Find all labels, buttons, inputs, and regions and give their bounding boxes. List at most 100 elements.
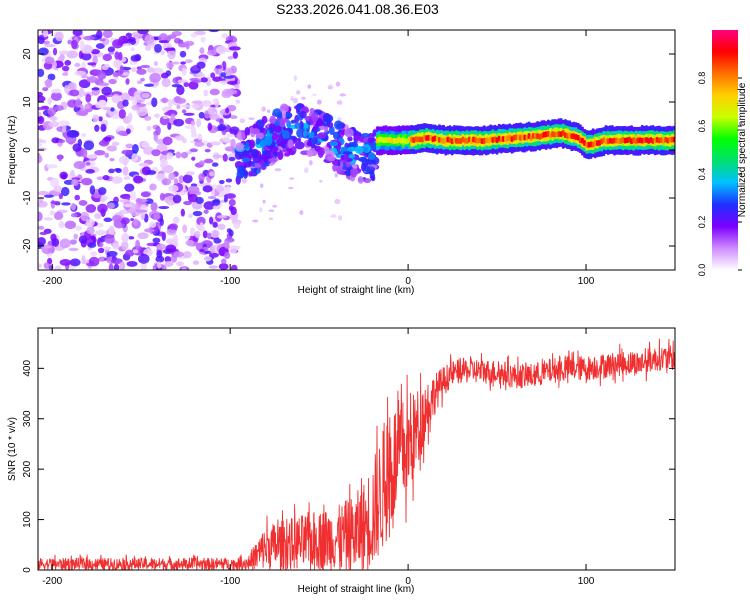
spectrogram-transition-cell <box>367 152 376 161</box>
spectrogram-band-cell <box>544 131 548 138</box>
snr-series-line <box>38 338 675 570</box>
spectrogram-noise-cell <box>62 72 69 77</box>
spectrogram-noise-cell <box>224 67 233 76</box>
spectrogram-band-cell <box>391 138 394 144</box>
spectrogram-noise-cell <box>100 123 107 132</box>
spectrogram-noise-cell <box>179 50 187 58</box>
spectrogram-noise-cell <box>43 262 50 269</box>
spectrogram-noise-cell <box>133 218 139 226</box>
spectrogram-band-cell <box>640 137 644 144</box>
spectrogram-transition-cell <box>334 120 343 130</box>
spectrogram-transition-cell <box>329 141 339 147</box>
spectrogram-noise-cell <box>182 224 188 233</box>
spectrogram-noise-cell <box>207 49 217 56</box>
spectrogram-noise-cell <box>229 126 240 136</box>
spectrogram-noise-cell <box>78 87 85 98</box>
spectrogram-noise-cell <box>64 220 76 230</box>
snr-frame <box>37 327 676 571</box>
spectrogram-noise-cell <box>191 100 203 105</box>
snr-xtick-label: -200 <box>42 576 62 587</box>
spectrogram-noise-cell <box>337 116 342 121</box>
spectrogram-transition-cell <box>309 131 315 138</box>
spectrogram-band-cell <box>448 137 452 144</box>
spectrogram-band-cell <box>440 137 443 144</box>
spectrogram-noise-cell <box>217 223 226 230</box>
spectrogram-band-cell <box>585 141 589 148</box>
spectrogram-noise-cell <box>192 260 200 265</box>
spectrogram-noise-cell <box>191 156 196 161</box>
spectrogram-noise-cell <box>194 30 206 36</box>
spectrogram-noise-cell <box>149 72 161 83</box>
spectrogram-transition-cell <box>354 145 364 154</box>
spectrogram-noise-cell <box>102 30 113 39</box>
spectrogram-noise-cell <box>98 116 103 122</box>
spectrogram-noise-cell <box>225 193 237 199</box>
spectrogram-noise-cell <box>131 153 139 162</box>
spectrogram-noise-cell <box>235 99 241 104</box>
spectrogram-band-cell <box>495 137 499 143</box>
spectrogram-band-cell <box>632 137 636 144</box>
spectrogram-transition-cell <box>261 115 268 124</box>
spectrogram-noise-cell <box>60 186 70 197</box>
spectrogram-noise-cell <box>96 176 104 180</box>
spectrogram-noise-cell <box>119 65 124 75</box>
spectrogram-noise-cell <box>108 78 117 85</box>
spectrogram-band-cell <box>512 134 516 141</box>
spectrogram-transition-cell <box>255 137 261 145</box>
spectrogram-noise-cell <box>228 46 241 51</box>
spectrogram-transition-cell <box>370 141 378 151</box>
spectrogram-transition-cell <box>278 150 284 160</box>
spectrogram-noise-cell <box>152 81 159 86</box>
spectrogram-noise-cell <box>57 154 63 162</box>
spectrogram-noise-cell <box>184 235 191 240</box>
spectrogram-noise-cell <box>50 91 62 102</box>
spectrogram-noise-cell <box>339 93 346 97</box>
spectrogram-band-cell <box>467 136 471 143</box>
spectrogram-noise-cell <box>199 222 204 231</box>
snr-axes: -200 -100 0 100 0 100 200 300 400 <box>22 328 675 587</box>
spectrogram-noise-cell <box>58 120 70 127</box>
spectrogram-noise-cell <box>336 100 343 105</box>
spectrogram-noise-cell <box>107 46 116 53</box>
spectrogram-noise-cell <box>49 115 58 121</box>
spectrogram-noise-cell <box>203 255 212 262</box>
spectrogram-noise-cell <box>211 230 219 238</box>
spectrogram-band-cell <box>600 138 604 145</box>
spectrogram-noise-cell <box>199 47 205 55</box>
spectrogram-noise-cell <box>222 153 228 162</box>
spectrogram-noise-cell <box>296 90 301 95</box>
snr-ytick-label: 0 <box>22 567 33 573</box>
spectrogram-noise-cell <box>102 246 112 251</box>
spectrogram-noise-cell <box>106 250 118 257</box>
spectrogram-transition-cell <box>276 138 286 147</box>
spectrogram-noise-cell <box>38 138 44 144</box>
spectrogram-noise-cell <box>176 261 184 267</box>
spectrogram-noise-cell <box>198 160 205 166</box>
spectrogram-noise-cell <box>232 51 239 59</box>
spectrogram-noise-cell <box>180 208 185 217</box>
spectrogram-noise-cell <box>171 61 180 65</box>
spectrogram-noise-cell <box>181 109 187 114</box>
spectrogram-noise-cell <box>160 97 169 103</box>
spectrogram-band-cell <box>508 134 512 141</box>
spectrogram-band-cell <box>450 138 454 145</box>
spectrogram-noise-cell <box>227 56 234 60</box>
spectrogram-noise-cell <box>219 118 224 126</box>
spectrogram-band-cell <box>446 136 450 143</box>
spectrogram-noise-cell <box>69 239 77 245</box>
spectrogram-noise-cell <box>53 211 64 221</box>
spectrogram-noise-cell <box>39 231 48 236</box>
spectrogram-noise-cell <box>97 82 110 87</box>
spectrogram-band-cell <box>523 134 527 141</box>
spectrogram-transition-cell <box>299 111 307 119</box>
spectrogram-transition-cell <box>357 157 368 162</box>
spectrogram-noise-cell <box>215 45 227 55</box>
spectrogram-noise-cell <box>133 175 144 184</box>
spectrogram-noise-cell <box>38 237 46 246</box>
spectrogram-band-cell <box>608 137 612 144</box>
spectrogram-noise-cell <box>123 203 132 208</box>
spectrogram-noise-cell <box>102 53 112 62</box>
spectrogram-transition-cell <box>347 136 353 142</box>
spectrogram-noise-cell <box>190 120 196 127</box>
